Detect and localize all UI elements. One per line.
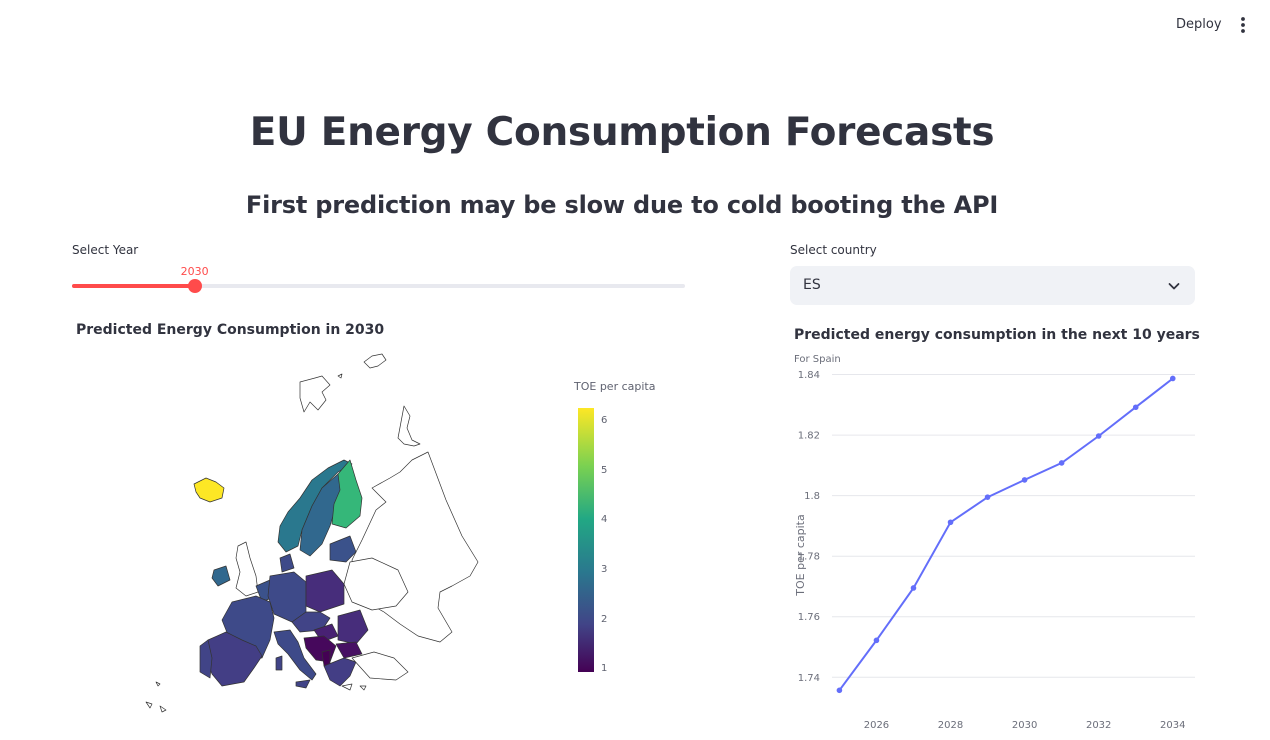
map-central	[291, 611, 331, 633]
map-balkans	[303, 635, 337, 663]
map-finland	[331, 459, 363, 529]
map-islet	[159, 705, 167, 713]
colorbar-tick: 6	[601, 415, 607, 426]
map-norway	[277, 459, 353, 553]
deploy-button[interactable]: Deploy	[1168, 13, 1230, 37]
y-tick-label: 1.74	[798, 673, 820, 684]
data-point[interactable]	[1021, 477, 1028, 483]
map-islet	[145, 701, 153, 709]
map-romania	[337, 609, 369, 645]
data-point[interactable]	[1058, 460, 1065, 466]
data-point[interactable]	[947, 519, 954, 526]
map-islet	[359, 685, 367, 691]
map-islet	[341, 683, 353, 691]
map-islet	[155, 681, 161, 687]
country-select-label: Select country	[790, 243, 877, 257]
map-turkey	[351, 651, 409, 681]
year-slider[interactable]: 2030	[72, 265, 685, 293]
year-slider-value: 2030	[180, 265, 209, 278]
colorbar-tick: 1	[601, 663, 607, 674]
chart-subtitle: For Spain	[794, 354, 841, 365]
map-arctic-islet	[363, 353, 387, 369]
chevron-down-icon	[1168, 283, 1180, 290]
colorbar-tick: 4	[601, 514, 607, 525]
data-point[interactable]	[1132, 404, 1139, 411]
map-uk	[235, 541, 259, 597]
map-sicily	[295, 679, 311, 689]
country-select[interactable]: ES	[790, 266, 1195, 305]
page-subtitle: First prediction may be slow due to cold…	[245, 191, 999, 219]
x-tick-label: 2034	[1160, 720, 1185, 731]
year-slider-fill	[72, 284, 195, 288]
line-chart[interactable]: 1.74 1.76 1.78 1.8 1.82 1.84 2026 2028 2030 2032 2…	[790, 362, 1210, 740]
map-greece	[323, 657, 357, 687]
colorbar-tick: 3	[601, 564, 607, 575]
colorbar-title: TOE per capita	[573, 380, 655, 393]
kebab-vertical-icon[interactable]	[1232, 14, 1254, 36]
y-axis-label: TOE per capita	[794, 514, 807, 596]
data-point[interactable]	[836, 687, 843, 694]
map-svalbard	[299, 375, 331, 413]
x-tick-label: 2030	[1012, 720, 1037, 731]
y-tick-label: 1.8	[804, 491, 820, 502]
year-slider-thumb[interactable]	[187, 279, 202, 293]
series-line	[838, 377, 1174, 691]
map-ireland	[211, 565, 231, 587]
data-point[interactable]	[910, 585, 917, 591]
map-ukraine	[343, 557, 409, 611]
y-tick-label: 1.84	[798, 370, 820, 381]
x-tick-label: 2032	[1086, 720, 1111, 731]
app-header: Deploy	[0, 0, 1270, 50]
chart-title: Predicted energy consumption in the next…	[794, 327, 1200, 343]
colorbar-tick: 5	[601, 465, 607, 476]
map-novaya-zemlya	[397, 405, 421, 447]
map-albania	[321, 649, 331, 667]
choropleth-map[interactable]: TOE per capita 6 5 4 3 2 1	[0, 340, 700, 740]
map-bulgaria	[335, 641, 363, 659]
colorbar-tick: 2	[601, 614, 607, 625]
data-point[interactable]	[1169, 375, 1176, 382]
colorbar	[578, 408, 594, 672]
x-tick-label: 2026	[864, 720, 889, 731]
map-title: Predicted Energy Consumption in 2030	[76, 322, 385, 338]
x-tick-label: 2028	[938, 720, 963, 731]
map-baltics	[329, 535, 357, 563]
data-point[interactable]	[1095, 433, 1102, 439]
map-russia	[351, 451, 479, 643]
y-tick-label: 1.76	[798, 612, 820, 623]
map-arctic-islet	[337, 373, 343, 379]
map-germany	[267, 571, 307, 623]
y-tick-label: 1.82	[798, 431, 820, 442]
map-poland	[305, 569, 345, 613]
map-iceland	[193, 477, 225, 503]
data-point[interactable]	[873, 637, 880, 644]
year-slider-label: Select Year	[72, 243, 139, 257]
data-point[interactable]	[984, 494, 991, 500]
country-select-value: ES	[803, 277, 821, 293]
map-portugal	[199, 639, 213, 679]
page-title: EU Energy Consumption Forecasts	[249, 110, 995, 155]
y-tick-label: 1.78	[798, 552, 820, 563]
map-italy	[273, 629, 317, 681]
map-denmark	[279, 553, 295, 573]
map-sardinia	[275, 655, 283, 671]
